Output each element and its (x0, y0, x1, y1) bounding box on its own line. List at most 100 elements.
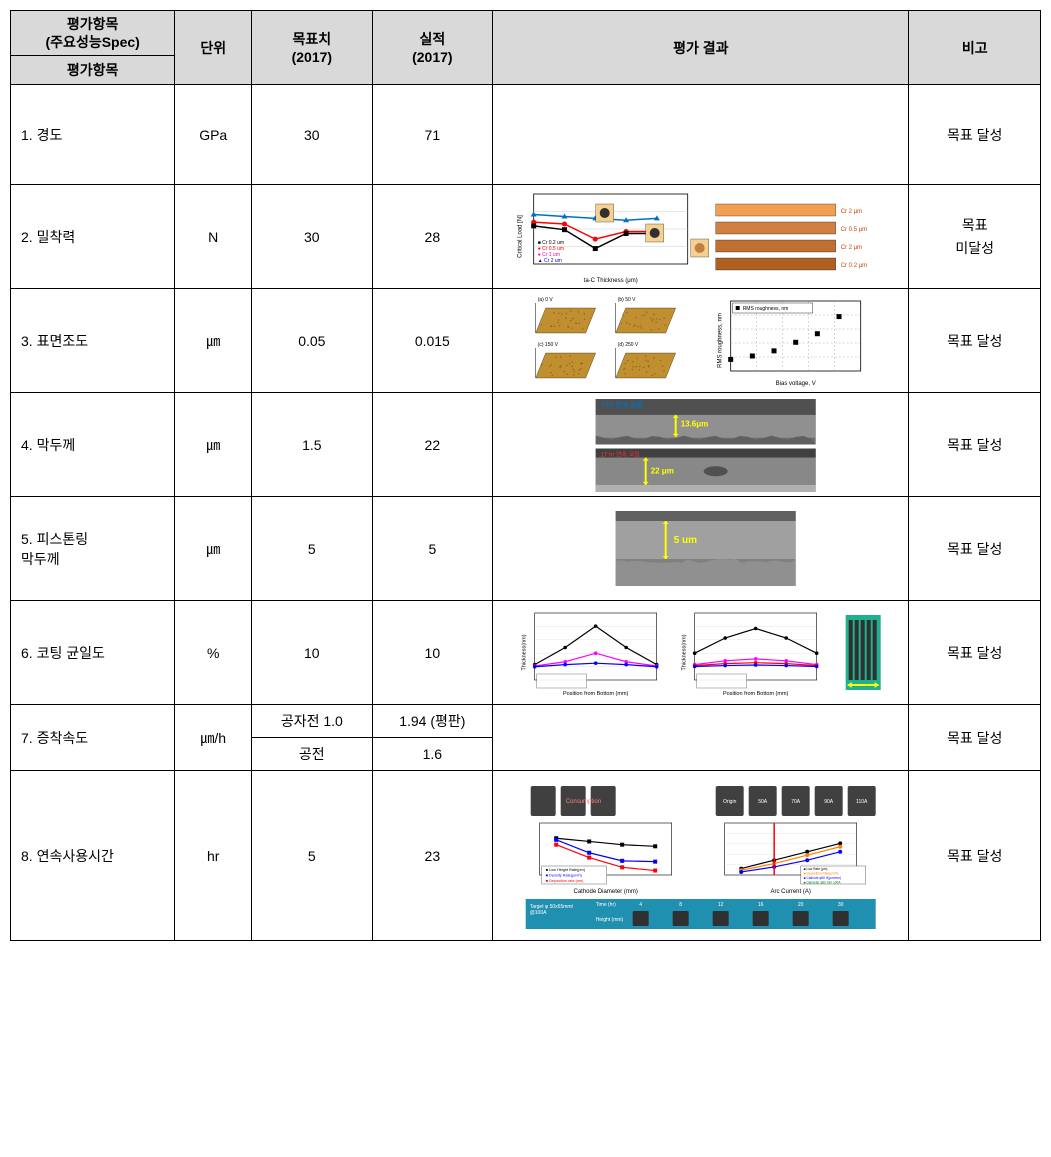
svg-text:■ Deposition Rate(μm/h): ■ Deposition Rate(μm/h) (804, 871, 839, 875)
svg-text:4: 4 (639, 902, 642, 908)
table-row: 3. 표면조도㎛0.050.015(a) 0 V(b) 50 V(c) 150 … (11, 289, 1041, 393)
svg-text:■ Deposition rate (nm): ■ Deposition rate (nm) (546, 879, 584, 883)
svg-text:20: 20 (798, 902, 804, 908)
svg-text:ta-C Thickness (μm): ta-C Thickness (μm) (584, 278, 638, 284)
result-cell: 7 hr 연속 코팅 13.6μm 22 μm 17 hr 연속 코팅 (493, 393, 909, 497)
svg-text:▲ Cr 2 um: ▲ Cr 2 um (538, 258, 562, 264)
result-cell: (a) 0 V (b) 50 V (c) 150 V (d) 250 V Bias vo… (493, 289, 909, 393)
note-cell: 목표 달성 (909, 497, 1041, 601)
unit-cell: hr (175, 771, 252, 941)
item-cell: 8. 연속사용시간 (11, 771, 175, 941)
svg-text:Position from Bottom (mm): Position from Bottom (mm) (563, 691, 629, 697)
target-cell: 5 (252, 771, 373, 941)
result-cell: Position from Bottom (mm) Thickness(nm) Po… (493, 601, 909, 705)
svg-text:Cr 2 μm: Cr 2 μm (841, 209, 862, 215)
actual-cell: 71 (372, 85, 493, 185)
unit-cell: ㎛ (175, 497, 252, 601)
note-cell: 목표 달성 (909, 85, 1041, 185)
svg-text:50A: 50A (758, 799, 768, 805)
item-cell: 6. 코팅 균일도 (11, 601, 175, 705)
note-cell: 목표 미달성 (909, 185, 1041, 289)
table-row: 6. 코팅 균일도%1010Position from Bottom (mm)T… (11, 601, 1041, 705)
note-cell: 목표 달성 (909, 771, 1041, 941)
svg-text:Bias voltage, V: Bias voltage, V (776, 381, 816, 387)
actual-cell: 0.015 (372, 289, 493, 393)
svg-text:22 μm: 22 μm (651, 467, 674, 476)
item-cell: 3. 표면조도 (11, 289, 175, 393)
target-cell: 5 (252, 497, 373, 601)
svg-text:■ Low Height Rate(μm): ■ Low Height Rate(μm) (546, 868, 586, 872)
svg-text:(c) 150 V: (c) 150 V (538, 342, 559, 348)
unit-cell: % (175, 601, 252, 705)
actual-cell: 22 (372, 393, 493, 497)
svg-text:Consumption: Consumption (566, 799, 601, 805)
table-row: 5. 피스톤링 막두께㎛555 um목표 달성 (11, 497, 1041, 601)
svg-text:Cr 0.2 μm: Cr 0.2 μm (841, 263, 867, 269)
svg-text:8: 8 (679, 902, 682, 908)
svg-text:30: 30 (838, 902, 844, 908)
actual-cell: 10 (372, 601, 493, 705)
svg-text:13.6μm: 13.6μm (681, 420, 709, 429)
item-cell: 2. 밀착력 (11, 185, 175, 289)
svg-text:RMS roughness, nm: RMS roughness, nm (718, 314, 724, 369)
svg-text:16: 16 (758, 902, 764, 908)
note-cell: 목표 달성 (909, 289, 1041, 393)
target-cell: 0.05 (252, 289, 373, 393)
item-cell: 7. 증착속도 (11, 705, 175, 771)
svg-text:17 hr 연속 코팅: 17 hr 연속 코팅 (601, 451, 640, 459)
unit-cell: N (175, 185, 252, 289)
unit-cell: ㎛/h (175, 705, 252, 771)
svg-text:(b) 50 V: (b) 50 V (618, 297, 636, 303)
svg-text:(a) 0 V: (a) 0 V (538, 297, 554, 303)
header-target: 목표치 (2017) (252, 11, 373, 85)
evaluation-table: 평가항목 (주요성능Spec) 단위 목표치 (2017) 실적 (2017) … (10, 10, 1041, 941)
result-cell (493, 705, 909, 771)
table-row: 4. 막두께㎛1.522 7 hr 연속 코팅 13.6μm 22 μm 17 hr 연… (11, 393, 1041, 497)
svg-text:70A: 70A (791, 799, 801, 805)
svg-text:7 hr 연속 코팅: 7 hr 연속 코팅 (601, 400, 644, 409)
result-cell (493, 85, 909, 185)
actual-cell: 28 (372, 185, 493, 289)
table-row: 8. 연속사용시간hr523ConsumptionOrigin50A70A90A… (11, 771, 1041, 941)
svg-text:Position from Bottom (mm): Position from Bottom (mm) (723, 691, 789, 697)
svg-text:Height (mm): Height (mm) (596, 917, 624, 923)
svg-text:Arc Current (A): Arc Current (A) (771, 889, 811, 895)
target-cell: 공자전 1.0 (252, 705, 373, 738)
actual-cell: 5 (372, 497, 493, 601)
svg-text:110A: 110A (856, 799, 868, 805)
svg-text:Cathode Diameter (mm): Cathode Diameter (mm) (574, 889, 638, 895)
target-cell: 10 (252, 601, 373, 705)
svg-text:Origin: Origin (723, 799, 737, 805)
table-row: 7. 증착속도㎛/h공자전 1.01.94 (평판)목표 달성 (11, 705, 1041, 738)
actual-cell: 23 (372, 771, 493, 941)
header-item-spec: 평가항목 (주요성능Spec) (11, 11, 175, 56)
result-cell: ConsumptionOrigin50A70A90A110ACathode Di… (493, 771, 909, 941)
table-row: 2. 밀착력N3028ta-C Thickness (μm)Critical L… (11, 185, 1041, 289)
svg-text:5 um: 5 um (674, 535, 697, 546)
target-cell: 30 (252, 185, 373, 289)
actual-cell: 1.94 (평판) (372, 705, 493, 738)
item-cell: 5. 피스톤링 막두께 (11, 497, 175, 601)
target-cell: 1.5 (252, 393, 373, 497)
svg-text:■ Cathode φ50 H(μm/mm): ■ Cathode φ50 H(μm/mm) (804, 876, 841, 880)
result-cell: ta-C Thickness (μm)Critical Load [N]Cr 2… (493, 185, 909, 289)
svg-text:Cr 2 μm: Cr 2 μm (841, 245, 862, 251)
note-cell: 목표 달성 (909, 705, 1041, 771)
target-cell: 공전 (252, 738, 373, 771)
header-result: 평가 결과 (493, 11, 909, 85)
svg-text:■ Density Rate(μm/h): ■ Density Rate(μm/h) (546, 873, 583, 877)
svg-text:Thickness(nm): Thickness(nm) (522, 635, 528, 671)
actual-cell: 1.6 (372, 738, 493, 771)
note-cell: 목표 달성 (909, 393, 1041, 497)
svg-text:Time (hr): Time (hr) (596, 902, 616, 908)
table-row: 1. 경도GPa3071목표 달성 (11, 85, 1041, 185)
item-cell: 4. 막두께 (11, 393, 175, 497)
svg-text:(d) 250 V: (d) 250 V (618, 342, 639, 348)
target-cell: 30 (252, 85, 373, 185)
unit-cell: ㎛ (175, 393, 252, 497)
header-item: 평가항목 (11, 56, 175, 85)
svg-text:RMS roughness, nm: RMS roughness, nm (743, 306, 789, 312)
svg-text:Thickness(nm): Thickness(nm) (682, 635, 688, 671)
header-unit: 단위 (175, 11, 252, 85)
svg-text:■ Diameter φ50 mm 100A: ■ Diameter φ50 mm 100A (804, 880, 842, 884)
